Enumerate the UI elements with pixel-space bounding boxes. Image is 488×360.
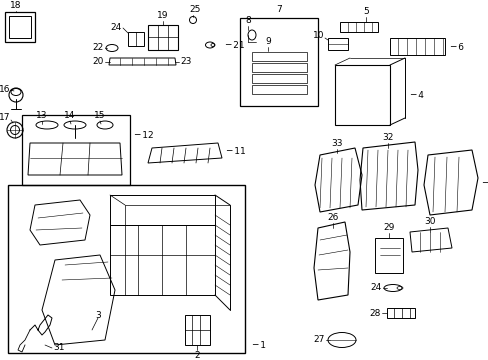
Text: 29: 29	[383, 223, 394, 232]
Text: ─ 12: ─ 12	[134, 130, 153, 139]
Bar	[251, 52, 306, 61]
Bar	[374, 238, 402, 273]
Text: 18: 18	[10, 1, 21, 10]
Text: 2: 2	[194, 351, 200, 360]
Bar	[251, 63, 306, 72]
Bar	[128, 32, 143, 46]
Text: 23: 23	[180, 58, 191, 67]
Bar	[9, 16, 31, 38]
Bar	[386, 308, 414, 318]
Text: 8: 8	[244, 16, 250, 25]
Text: ─ 4: ─ 4	[409, 90, 423, 99]
Text: 9: 9	[264, 37, 270, 46]
Text: 22: 22	[93, 44, 104, 53]
Bar	[148, 25, 178, 50]
Text: 19: 19	[157, 11, 168, 20]
Text: 10: 10	[312, 31, 324, 40]
Text: 26: 26	[326, 213, 338, 222]
Text: 24: 24	[370, 284, 381, 292]
Text: 7: 7	[276, 5, 281, 14]
Bar	[240, 18, 317, 106]
Text: 14: 14	[64, 111, 76, 120]
Text: 28: 28	[369, 309, 380, 318]
Text: 27: 27	[313, 336, 325, 345]
Text: ─ 34: ─ 34	[481, 179, 488, 188]
Bar	[251, 74, 306, 83]
Text: 32: 32	[382, 133, 393, 142]
Text: 31: 31	[53, 343, 64, 352]
Text: ─ 21: ─ 21	[224, 40, 244, 49]
Text: 33: 33	[330, 139, 342, 148]
Text: ─ 1: ─ 1	[251, 341, 265, 350]
Text: 5: 5	[363, 7, 368, 16]
Bar	[251, 85, 306, 94]
Text: 25: 25	[189, 5, 200, 14]
Bar	[8, 185, 244, 353]
Text: 3: 3	[95, 310, 101, 320]
Bar	[339, 22, 377, 32]
Bar	[5, 12, 35, 42]
Text: 16: 16	[0, 85, 10, 94]
Bar	[327, 38, 347, 50]
Text: 13: 13	[36, 111, 48, 120]
Text: 20: 20	[92, 58, 104, 67]
Text: ─ 6: ─ 6	[449, 42, 463, 51]
Text: 24: 24	[110, 22, 122, 31]
Text: 15: 15	[94, 111, 105, 120]
Bar	[22, 115, 130, 185]
Text: 17: 17	[0, 113, 10, 122]
Text: ─ 11: ─ 11	[225, 148, 245, 157]
Text: 30: 30	[424, 217, 435, 226]
